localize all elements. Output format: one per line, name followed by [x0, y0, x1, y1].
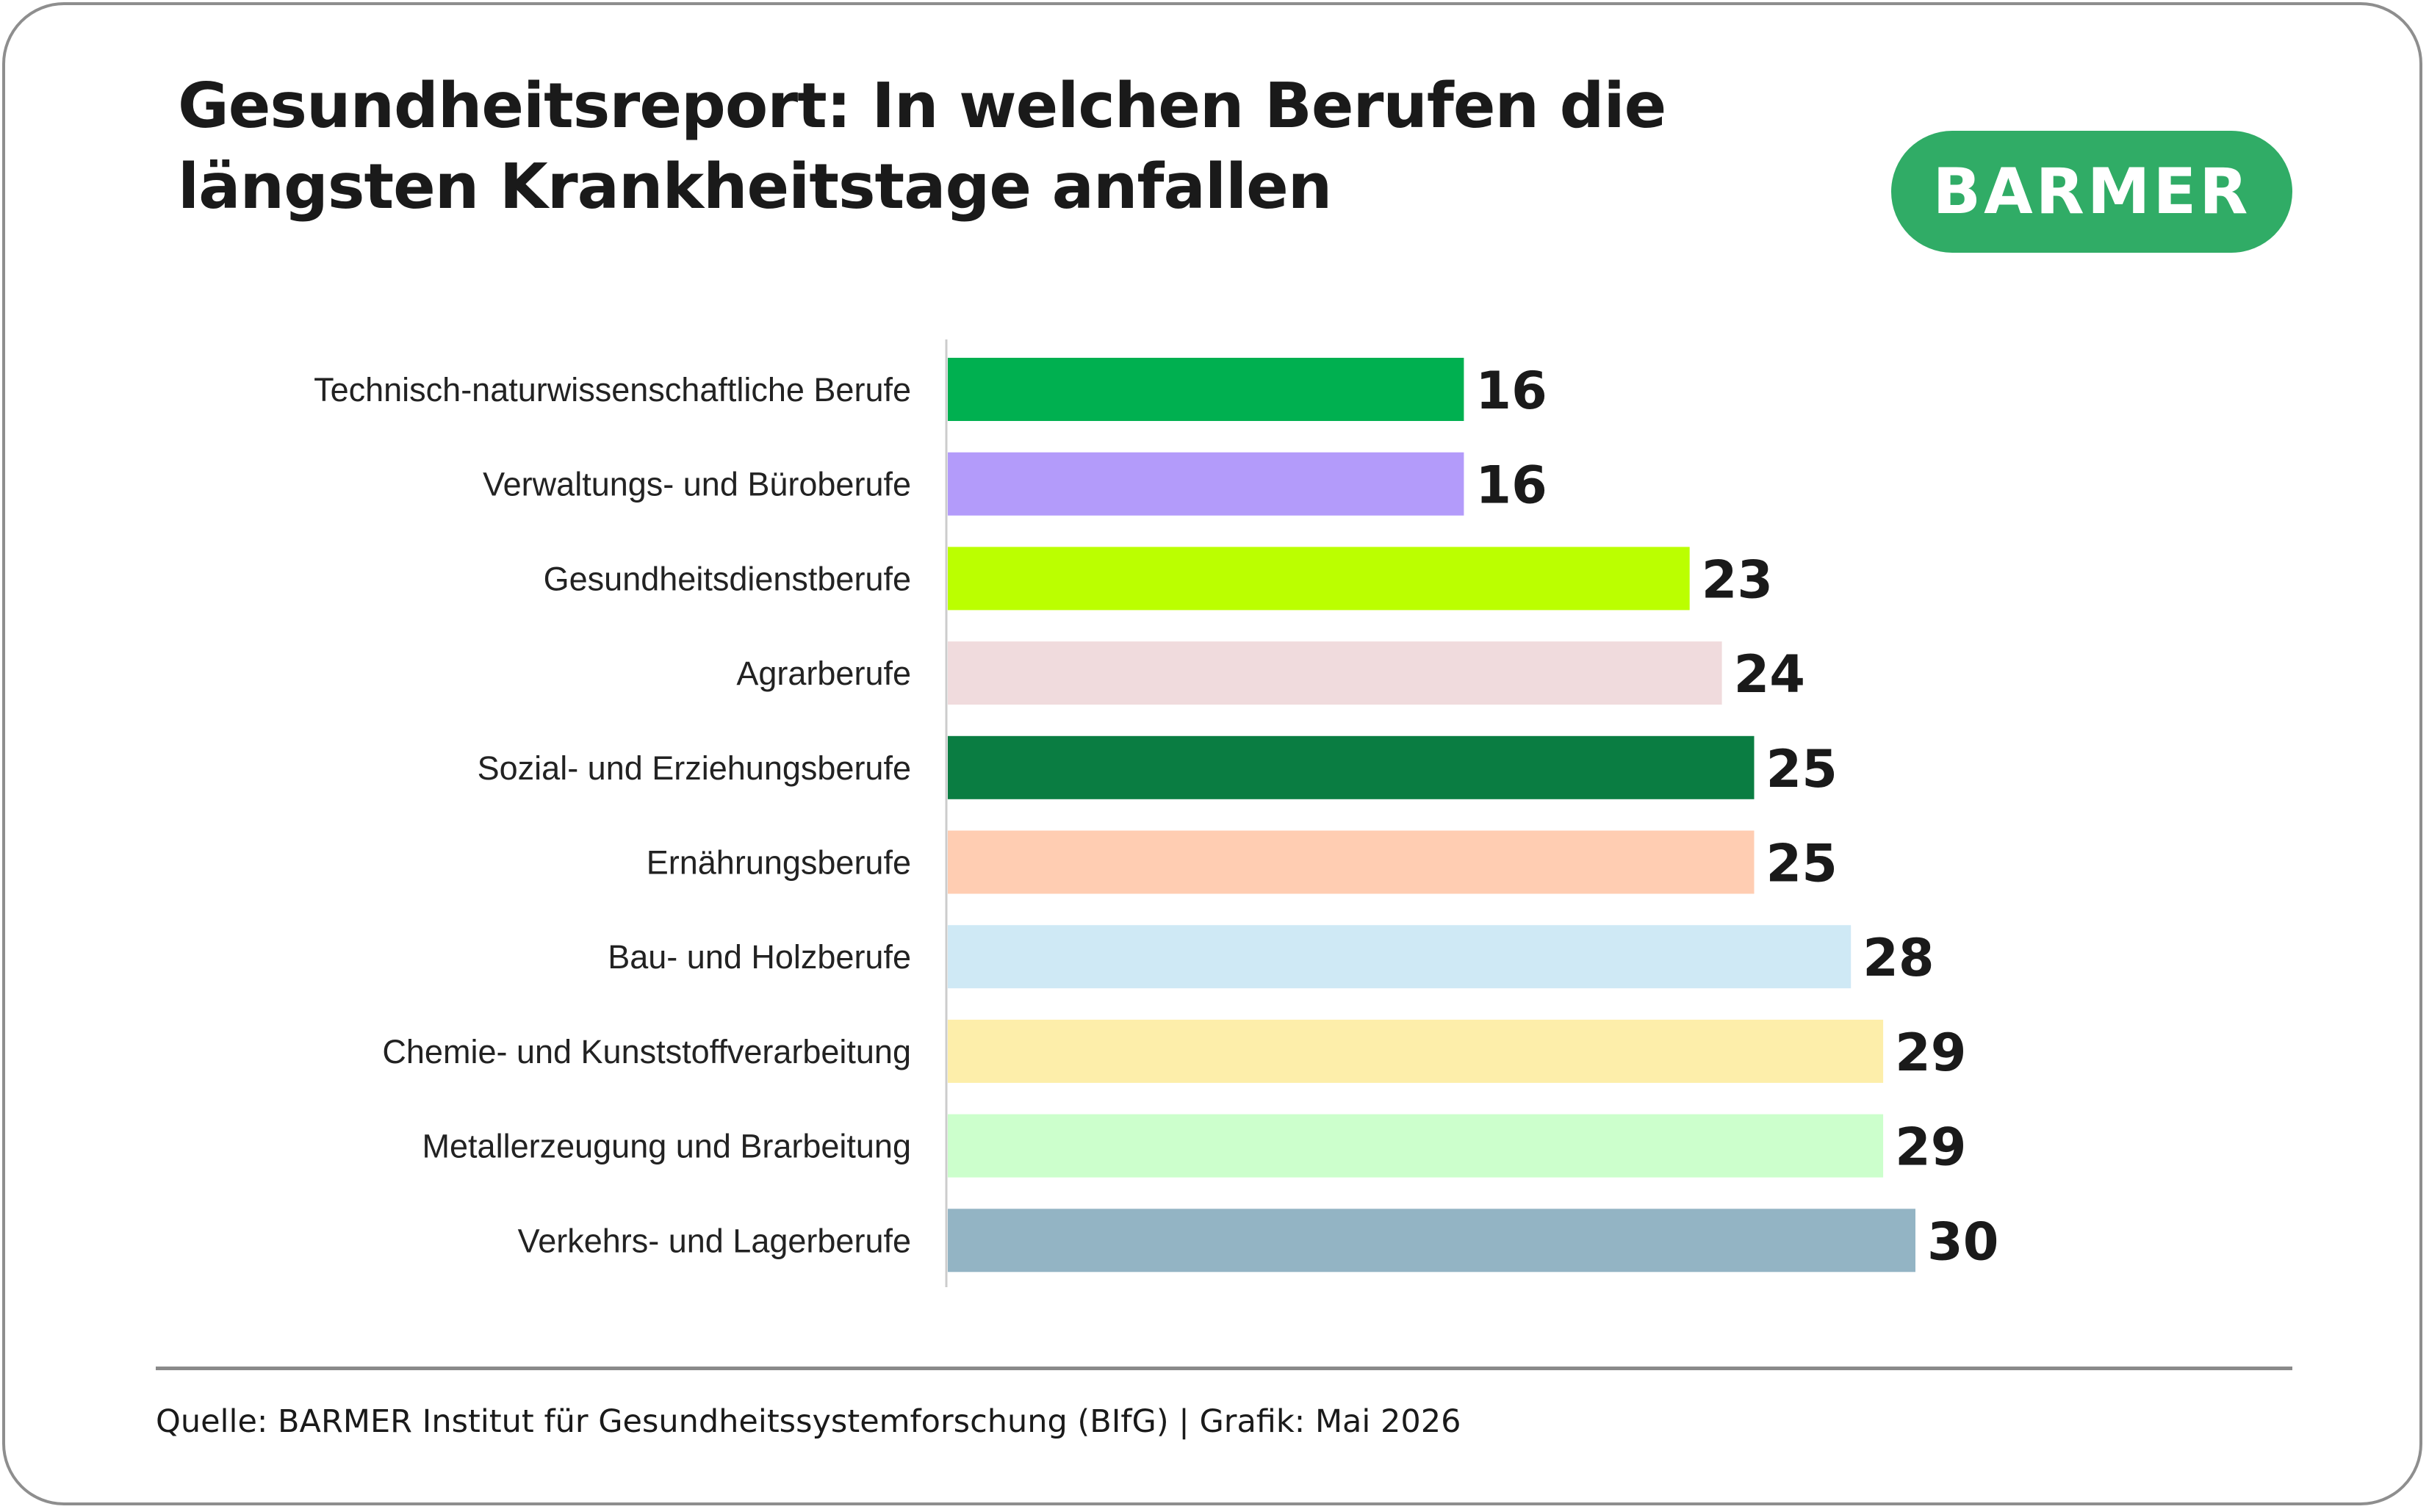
value-label: 25	[1766, 834, 1838, 894]
value-label: 16	[1475, 361, 1547, 421]
bar	[948, 452, 1464, 516]
category-label: Technisch-naturwissenschaftliche Berufe	[314, 371, 911, 408]
bar	[948, 1019, 1884, 1083]
value-label: 28	[1863, 928, 1934, 988]
value-label: 25	[1766, 739, 1838, 799]
category-label: Verwaltungs- und Büroberufe	[483, 466, 911, 503]
category-label: Agrarberufe	[736, 655, 911, 692]
value-label: 24	[1734, 644, 1805, 705]
category-label: Sozial- und Erziehungsberufe	[478, 749, 911, 787]
category-label: Ernährungsberufe	[647, 844, 911, 882]
title-line-1: Gesundheitsreport: In welchen Berufen di…	[178, 70, 1666, 143]
category-label: Chemie- und Kunststoffverarbeitung	[382, 1033, 911, 1070]
value-label: 29	[1895, 1023, 1966, 1083]
category-label: Gesundheitsdienstberufe	[544, 560, 911, 597]
value-label: 23	[1702, 550, 1773, 610]
category-label: Bau- und Holzberufe	[608, 938, 911, 976]
value-label: 29	[1895, 1117, 1966, 1178]
category-label: Verkehrs- und Lagerberufe	[518, 1222, 911, 1259]
bar	[948, 1209, 1915, 1272]
chart-title: Gesundheitsreport: In welchen Berufen di…	[178, 66, 1794, 228]
bar	[948, 830, 1755, 894]
bar	[948, 735, 1755, 799]
bar	[948, 547, 1690, 611]
bar	[948, 358, 1464, 421]
bar	[948, 641, 1722, 705]
bar	[948, 925, 1852, 989]
value-label: 30	[1927, 1212, 1998, 1272]
bar	[948, 1114, 1884, 1178]
footer-divider	[156, 1367, 2292, 1370]
category-label: Metallerzeugung und Brarbeitung	[422, 1128, 911, 1165]
source-note: Quelle: BARMER Institut für Gesundheitss…	[156, 1403, 1461, 1440]
title-line-2: längsten Krankheitstage anfallen	[178, 151, 1332, 223]
barmer-logo: BARMER	[1891, 131, 2292, 253]
value-label: 16	[1475, 456, 1547, 516]
